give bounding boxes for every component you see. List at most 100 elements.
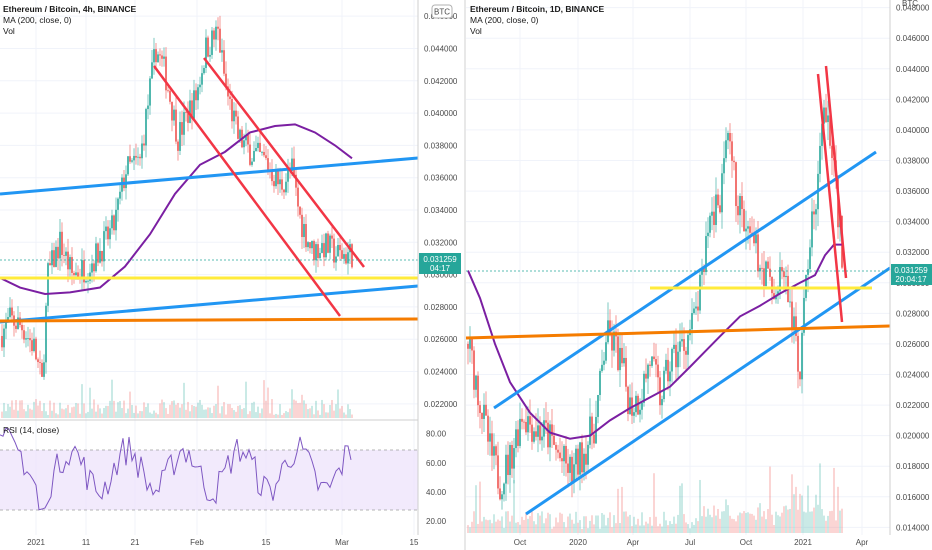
volume-bar xyxy=(251,402,253,418)
volume-bar xyxy=(779,516,781,533)
candle xyxy=(293,158,295,175)
right-price-axis[interactable]: 0.048000 0.046000 0.044000 0.042000 0.040000… xyxy=(896,4,930,533)
volume-bar xyxy=(351,414,353,418)
volume-bar xyxy=(141,411,143,418)
volume-bar xyxy=(281,414,283,418)
candle xyxy=(813,211,815,215)
volume-bar xyxy=(201,404,203,418)
volume-bar xyxy=(821,509,823,533)
volume-bar xyxy=(715,515,717,533)
candle xyxy=(341,250,343,259)
right-y-tick: 0.038000 xyxy=(896,157,930,166)
volume-bar xyxy=(687,524,689,533)
volume-bar xyxy=(335,404,337,418)
volume-bar xyxy=(241,409,243,418)
volume-bar xyxy=(1,411,3,418)
volume-bar xyxy=(677,514,679,533)
candle xyxy=(707,232,709,237)
candle xyxy=(321,243,323,253)
volume-bar xyxy=(217,385,219,418)
volume-bar xyxy=(329,404,331,418)
candle xyxy=(491,433,493,456)
volume-bar xyxy=(671,523,673,533)
candle xyxy=(827,115,829,123)
volume-bar xyxy=(45,411,47,418)
candle xyxy=(735,162,737,207)
candle xyxy=(579,442,581,475)
right-y-tick: 0.044000 xyxy=(896,65,930,74)
candle xyxy=(27,338,29,339)
volume-bar xyxy=(545,518,547,533)
left-y-tick: 0.044000 xyxy=(424,44,458,53)
right-chart-panel[interactable]: 0.048000 0.046000 0.044000 0.042000 0.040000… xyxy=(465,0,932,547)
candle xyxy=(743,209,745,232)
volume-bar xyxy=(725,499,727,533)
right-time-axis[interactable]: Oct 2020 Apr Jul Oct 2021 Apr xyxy=(514,538,869,547)
volume-bar xyxy=(277,414,279,418)
volume-bar xyxy=(585,516,587,533)
candle xyxy=(553,435,555,445)
volume-bar xyxy=(659,523,661,533)
candle xyxy=(745,228,747,232)
volume-bar xyxy=(503,527,505,533)
candle xyxy=(127,156,129,175)
volume-bar xyxy=(489,519,491,533)
right-ma-line xyxy=(467,243,844,440)
candle xyxy=(497,455,499,489)
candle xyxy=(487,415,489,442)
candle xyxy=(793,316,795,329)
volume-bar xyxy=(751,513,753,533)
volume-bar xyxy=(313,414,315,418)
volume-bar xyxy=(121,408,123,418)
left-price-axis[interactable]: 0.0460000.0440000.0420000.0400000.038000… xyxy=(424,12,458,409)
candle xyxy=(25,338,27,340)
candle xyxy=(599,370,601,395)
volume-bar xyxy=(645,521,647,533)
volume-bar xyxy=(807,485,809,533)
volume-bar xyxy=(519,524,521,533)
volume-bar xyxy=(49,400,51,418)
left-candles xyxy=(1,15,353,380)
volume-bar xyxy=(47,414,49,418)
volume-bar xyxy=(513,480,515,533)
candle xyxy=(201,73,203,85)
candle xyxy=(677,351,679,368)
candle xyxy=(639,409,641,415)
candle xyxy=(527,416,529,433)
candle xyxy=(479,405,481,414)
volume-bar xyxy=(515,522,517,533)
right-x-tick: Oct xyxy=(740,538,753,547)
candle xyxy=(3,328,5,348)
candle xyxy=(647,364,649,379)
volume-bar xyxy=(83,403,85,418)
candle xyxy=(151,62,153,79)
volume-bar xyxy=(211,413,213,418)
right-price-tag-time: 20:04:17 xyxy=(895,275,927,284)
left-currency-badge[interactable] xyxy=(431,4,453,19)
volume-bar xyxy=(793,494,795,533)
volume-bar xyxy=(199,399,201,418)
volume-bar xyxy=(59,402,61,418)
candle xyxy=(71,257,73,273)
volume-bar xyxy=(287,412,289,418)
volume-bar xyxy=(563,522,565,533)
volume-bar xyxy=(25,411,27,418)
volume-bar xyxy=(471,521,473,533)
candle xyxy=(517,429,519,446)
left-chart-panel[interactable]: 0.0460000.0440000.0420000.0400000.038000… xyxy=(0,0,461,547)
candle xyxy=(803,297,805,333)
volume-bar xyxy=(593,524,595,533)
volume-bar xyxy=(99,408,101,418)
left-time-axis[interactable]: 2021 11 21 Feb 15 Mar 15 xyxy=(27,538,419,547)
candle xyxy=(563,445,565,462)
volume-bar xyxy=(235,411,237,418)
candle xyxy=(233,110,235,122)
candle xyxy=(97,243,99,263)
volume-bar xyxy=(285,411,287,418)
volume-bar xyxy=(177,402,179,418)
candle xyxy=(41,362,43,377)
volume-bar xyxy=(51,410,53,418)
candle xyxy=(209,54,211,57)
rsi-polyline xyxy=(0,427,352,511)
right-orange-line xyxy=(465,324,891,340)
